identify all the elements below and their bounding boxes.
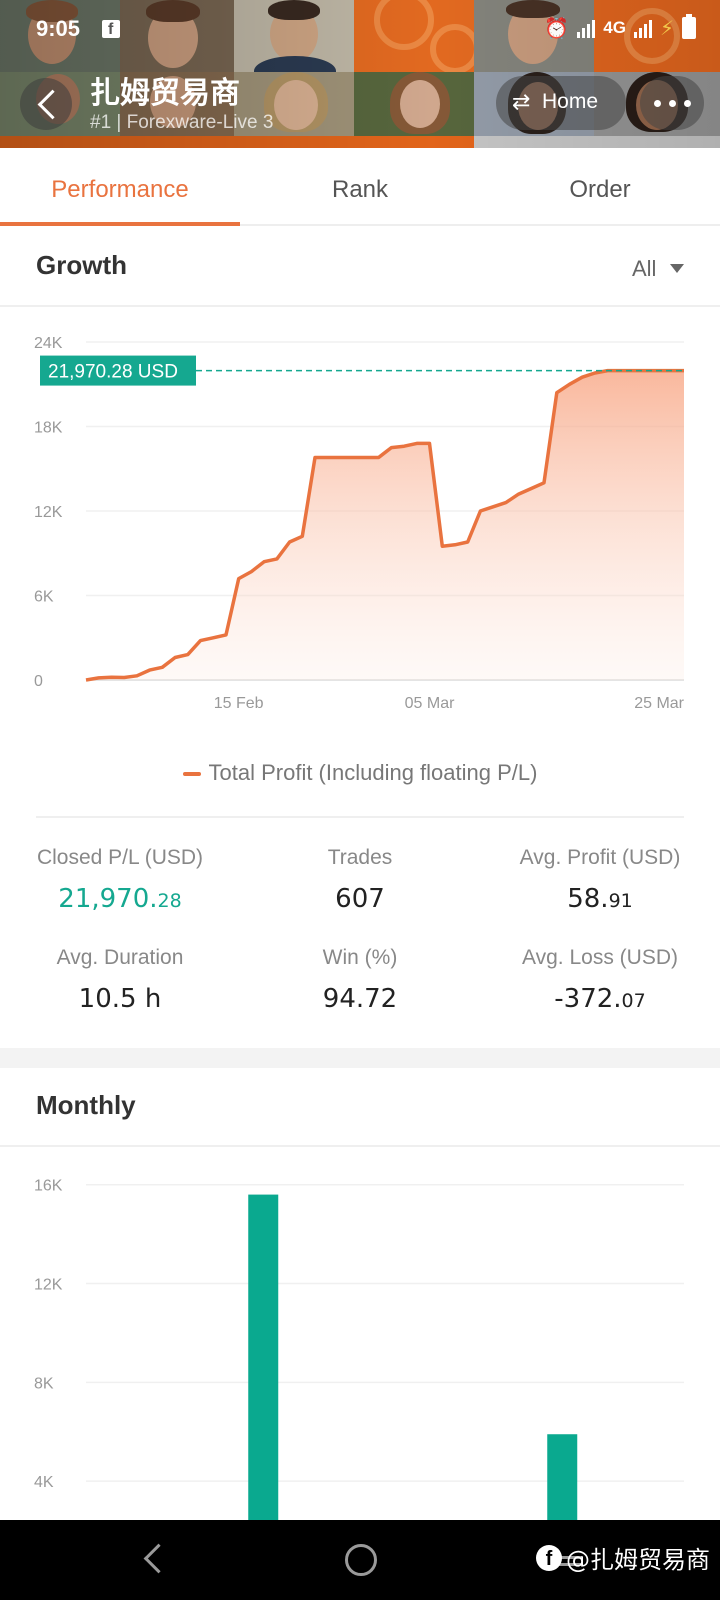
monthly-y-tick: 4K bbox=[34, 1474, 54, 1491]
monthly-bars bbox=[248, 1194, 578, 1520]
growth-x-axis: 15 Feb 05 Mar 25 Mar bbox=[214, 695, 685, 712]
stat-value: 94.72 bbox=[322, 984, 398, 1014]
nav-home-icon[interactable] bbox=[345, 1544, 377, 1576]
avatar-tile-8 bbox=[354, 72, 474, 136]
growth-y-tick: 24K bbox=[34, 335, 63, 352]
stat-avg-duration: Avg. Duration 10.5 h bbox=[0, 946, 240, 1014]
monthly-chart: 4K 8K 12K 16K bbox=[34, 1178, 684, 1520]
growth-y-tick: 0 bbox=[34, 673, 43, 690]
avatar-tile-2 bbox=[120, 0, 234, 72]
monthly-bar bbox=[547, 1434, 578, 1520]
network-type: 4G bbox=[603, 18, 626, 37]
stat-avg-loss: Avg. Loss (USD) -372.07 bbox=[480, 946, 720, 1014]
section-separator bbox=[0, 1048, 720, 1068]
avatar-tile-6 bbox=[120, 72, 234, 136]
more-options-button[interactable] bbox=[640, 76, 704, 130]
trader-rank-server: #1 | Forexware-Live 3 bbox=[90, 112, 274, 133]
legend-swatch bbox=[182, 772, 201, 777]
avatar-tile-1 bbox=[0, 0, 120, 72]
system-nav-bar: f @扎姆贸易商 bbox=[0, 1520, 720, 1600]
range-select[interactable]: All bbox=[632, 256, 657, 281]
avatar-tile-4 bbox=[474, 0, 594, 72]
signal-icon-2 bbox=[633, 18, 652, 38]
tab-active-indicator bbox=[0, 222, 240, 226]
dropdown-caret-icon[interactable] bbox=[670, 264, 684, 273]
growth-y-tick: 6K bbox=[34, 589, 54, 606]
tab-bar: Performance Rank Order bbox=[0, 150, 720, 226]
stat-label: Avg. Loss (USD) bbox=[522, 946, 678, 969]
stat-label: Trades bbox=[327, 846, 393, 869]
stat-value: -372.07 bbox=[554, 984, 646, 1014]
growth-area bbox=[86, 370, 684, 680]
monthly-gridlines bbox=[86, 1183, 684, 1482]
stat-value: 21,970.28 bbox=[58, 884, 182, 914]
tab-rank[interactable]: Rank bbox=[331, 176, 389, 203]
growth-y-tick: 12K bbox=[34, 504, 63, 521]
monthly-y-axis: 4K 8K 12K 16K bbox=[34, 1178, 63, 1491]
divider bbox=[36, 816, 684, 818]
home-button-label: Home bbox=[542, 90, 599, 113]
stat-value: 58.91 bbox=[567, 884, 633, 914]
battery-icon bbox=[682, 14, 696, 39]
watermark-text: @扎姆贸易商 bbox=[566, 1546, 710, 1574]
stat-label: Avg. Duration bbox=[56, 946, 184, 969]
home-button[interactable]: ⇄ Home bbox=[496, 76, 626, 130]
profile-header: 9:05 f ⏰ 4G ⚡ 扎姆贸易商 #1 | Forexware-Live … bbox=[0, 0, 720, 148]
more-dot-icon bbox=[654, 100, 661, 107]
status-time: 9:05 bbox=[36, 16, 81, 41]
decor-tile-2 bbox=[594, 0, 720, 72]
header-orange-stripe bbox=[0, 136, 474, 148]
growth-x-tick: 15 Feb bbox=[214, 695, 264, 712]
more-dot-icon bbox=[684, 100, 691, 107]
monthly-y-tick: 16K bbox=[34, 1178, 63, 1195]
facebook-notification-icon: f bbox=[102, 20, 120, 38]
more-dot-icon bbox=[669, 100, 676, 107]
divider bbox=[0, 305, 720, 307]
facebook-icon: f bbox=[536, 1544, 562, 1571]
monthly-y-tick: 12K bbox=[34, 1277, 63, 1294]
growth-title: Growth bbox=[36, 250, 127, 280]
nav-back-icon[interactable] bbox=[140, 1544, 164, 1568]
growth-y-axis: 0 6K 12K 18K 24K bbox=[34, 335, 63, 690]
divider bbox=[0, 1145, 720, 1147]
stat-label: Closed P/L (USD) bbox=[36, 846, 204, 869]
stat-value: 607 bbox=[335, 884, 385, 914]
stat-value: 10.5 h bbox=[78, 984, 162, 1014]
growth-line bbox=[85, 368, 684, 682]
current-value-badge bbox=[40, 355, 196, 386]
decor-tile-1 bbox=[354, 0, 474, 72]
status-icons: ⏰ 4G ⚡ bbox=[544, 14, 696, 42]
stat-trades: Trades 607 bbox=[240, 846, 480, 914]
watermark: f @扎姆贸易商 bbox=[536, 1540, 710, 1575]
header-grey-stripe bbox=[474, 136, 720, 148]
monthly-title: Monthly bbox=[36, 1090, 136, 1120]
growth-x-tick: 05 Mar bbox=[405, 695, 455, 712]
data-saver-icon: ⚡ bbox=[659, 16, 674, 40]
legend-label: Total Profit (Including floating P/L) bbox=[208, 760, 538, 785]
swap-icon: ⇄ bbox=[512, 90, 531, 115]
monthly-bar bbox=[248, 1194, 279, 1520]
growth-chart: 0 6K 12K 18K 24K 15 Feb 05 Mar 25 Mar 21,970.2… bbox=[34, 335, 685, 712]
monthly-y-tick: 8K bbox=[34, 1375, 54, 1392]
tab-order[interactable]: Order bbox=[569, 176, 631, 203]
growth-y-tick: 18K bbox=[34, 420, 63, 437]
current-value-label: 21,970.28 USD bbox=[48, 362, 178, 383]
trader-name: 扎姆贸易商 bbox=[90, 76, 240, 111]
nav-recents-icon[interactable] bbox=[552, 1556, 582, 1566]
stat-label: Avg. Profit (USD) bbox=[519, 846, 681, 869]
stat-label: Win (%) bbox=[322, 946, 398, 969]
growth-legend: Total Profit (Including floating P/L) bbox=[0, 760, 720, 786]
back-button[interactable] bbox=[20, 78, 72, 130]
stat-closed-pl: Closed P/L (USD) 21,970.28 bbox=[0, 846, 240, 914]
status-bar: 9:05 f ⏰ 4G ⚡ bbox=[0, 0, 720, 60]
growth-x-tick: 25 Mar bbox=[634, 695, 684, 712]
stat-avg-profit: Avg. Profit (USD) 58.91 bbox=[480, 846, 720, 914]
avatar-tile-7 bbox=[234, 72, 354, 136]
tab-performance[interactable]: Performance bbox=[51, 176, 189, 203]
signal-icon bbox=[577, 18, 596, 38]
stat-win-rate: Win (%) 94.72 bbox=[240, 946, 480, 1014]
avatar-tile-3 bbox=[234, 0, 354, 72]
alarm-icon: ⏰ bbox=[544, 16, 570, 40]
